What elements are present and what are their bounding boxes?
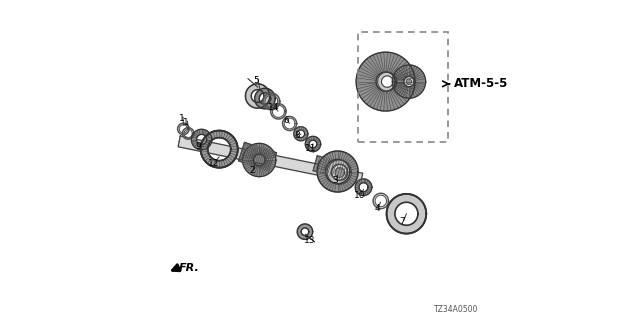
- Polygon shape: [243, 143, 276, 177]
- Text: 14: 14: [268, 103, 279, 112]
- Polygon shape: [178, 136, 363, 184]
- Text: 1: 1: [184, 118, 189, 127]
- Text: 10: 10: [355, 191, 365, 200]
- Text: 5: 5: [254, 76, 259, 85]
- Text: 8: 8: [295, 131, 300, 140]
- Text: FR.: FR.: [179, 263, 200, 273]
- Polygon shape: [239, 142, 276, 171]
- Text: ATM-5-5: ATM-5-5: [454, 77, 508, 90]
- Text: 13: 13: [304, 236, 316, 245]
- Polygon shape: [305, 136, 321, 152]
- Polygon shape: [387, 194, 426, 234]
- Text: 11: 11: [305, 144, 317, 153]
- Text: 12: 12: [208, 159, 220, 168]
- Polygon shape: [201, 131, 238, 168]
- Text: 3: 3: [333, 176, 338, 185]
- Polygon shape: [378, 72, 397, 91]
- Polygon shape: [313, 156, 351, 180]
- Text: TZ34A0500: TZ34A0500: [434, 305, 479, 314]
- Text: 4: 4: [374, 204, 380, 213]
- Text: 2: 2: [250, 166, 255, 175]
- Text: 7: 7: [400, 217, 405, 226]
- Polygon shape: [201, 131, 238, 168]
- Polygon shape: [356, 52, 415, 111]
- Polygon shape: [317, 151, 358, 192]
- Polygon shape: [246, 84, 270, 108]
- Text: 9: 9: [195, 142, 200, 151]
- Polygon shape: [294, 127, 308, 141]
- Text: 6: 6: [283, 116, 289, 125]
- Polygon shape: [404, 76, 414, 87]
- Polygon shape: [298, 224, 312, 239]
- Polygon shape: [355, 179, 372, 196]
- Text: 1: 1: [179, 114, 184, 123]
- Polygon shape: [332, 164, 348, 180]
- Polygon shape: [255, 88, 275, 109]
- Polygon shape: [191, 129, 212, 150]
- Polygon shape: [327, 160, 351, 184]
- Polygon shape: [392, 65, 426, 98]
